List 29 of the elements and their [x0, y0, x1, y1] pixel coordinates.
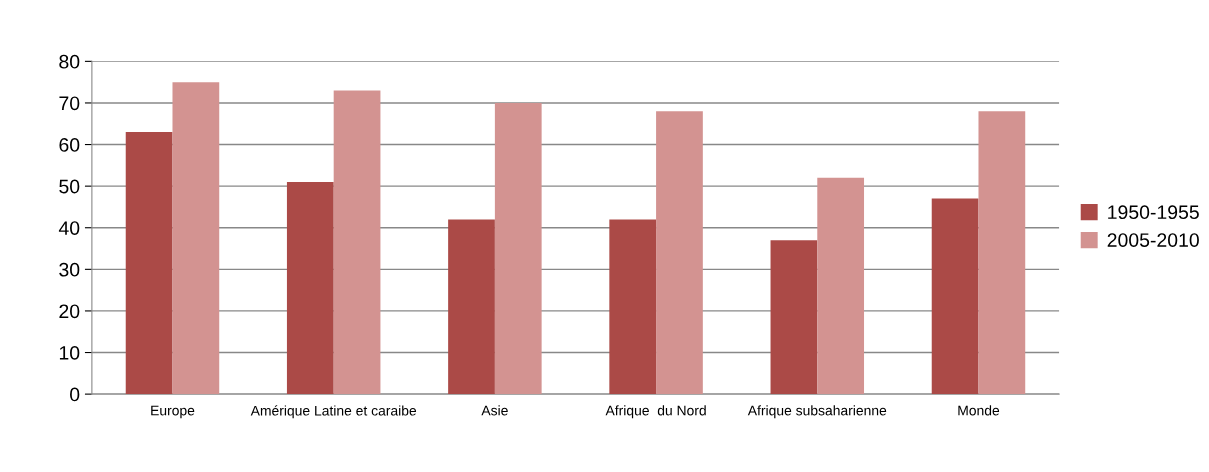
bar: [125, 132, 173, 395]
x-tick-label: Amérique Latine et caraibe: [250, 405, 417, 419]
x-tick-label: Afrique subsaharienne: [747, 405, 887, 419]
x-tick-label: Asie: [481, 405, 508, 416]
x-tick-label: Europe: [151, 405, 195, 419]
bar: [286, 181, 334, 395]
y-tick-label: 20: [59, 304, 80, 319]
bar: [609, 219, 657, 395]
y-tick-label: 40: [58, 221, 80, 235]
bar: [333, 90, 381, 395]
bar: [931, 198, 979, 395]
bar: [656, 111, 703, 395]
bar: [978, 111, 1026, 395]
y-tick-label: 0: [70, 387, 80, 402]
x-tick-label: Monde: [958, 405, 1000, 416]
y-tick-label: 60: [59, 138, 80, 152]
y-tick-label: 10: [59, 345, 80, 360]
bar: [770, 240, 818, 395]
bar: [817, 177, 865, 395]
y-tick-label: 50: [59, 179, 80, 194]
y-tick-label: 30: [59, 262, 80, 277]
bar: [448, 219, 495, 395]
y-tick-label: 80: [59, 54, 80, 69]
legend-label: 1950-1955: [1108, 205, 1199, 220]
bar: [172, 82, 220, 395]
legend-label: 2005-2010: [1107, 233, 1199, 247]
bar: [494, 102, 542, 395]
x-tick-label: Afrique du Nord: [605, 405, 706, 419]
y-tick-label: 70: [59, 96, 80, 111]
